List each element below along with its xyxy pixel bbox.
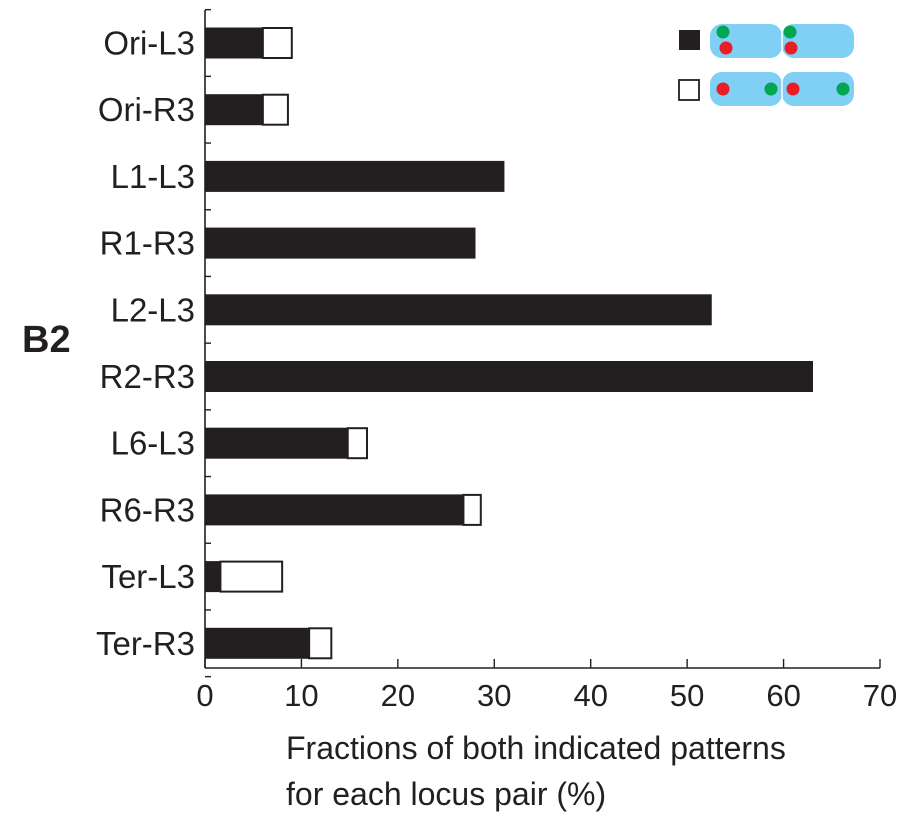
- category-label: R6-R3: [100, 491, 195, 528]
- green-dot-icon: [716, 25, 730, 39]
- cell-icon: [782, 24, 854, 58]
- bar-open-segment: [308, 627, 333, 660]
- category-label: L1-L3: [111, 158, 195, 195]
- red-dot-icon: [716, 82, 730, 96]
- bar-filled-segment: [204, 361, 813, 392]
- bar-open-segment: [219, 560, 284, 593]
- bar-filled-segment: [204, 227, 476, 259]
- x-tick-label: 20: [381, 678, 415, 713]
- legend-swatch-open: [678, 79, 700, 101]
- bar-filled-segment: [204, 561, 221, 593]
- green-dot-icon: [764, 82, 778, 96]
- bar-open-segment: [261, 93, 289, 126]
- green-dot-icon: [836, 82, 850, 96]
- bar-filled-segment: [204, 27, 264, 59]
- category-label: Ori-L3: [103, 25, 195, 62]
- category-labels: Ori-L3 Ori-R3 L1-L3 R1-R3 L2-L3 R2-R3 L6-L3 R6-…: [96, 25, 195, 662]
- bar-open-segment: [261, 27, 293, 59]
- category-label: L2-L3: [111, 291, 195, 328]
- panel-label: B2: [22, 319, 71, 361]
- legend-swatch-filled: [679, 30, 700, 50]
- green-dot-icon: [783, 25, 797, 39]
- bar-filled-segment: [204, 94, 264, 126]
- x-axis-title-line-2: for each locus pair (%): [286, 776, 606, 812]
- legend: [678, 24, 854, 106]
- category-label: R2-R3: [100, 358, 195, 395]
- category-label: L6-L3: [111, 425, 195, 462]
- red-dot-icon: [719, 41, 733, 55]
- x-tick-label: 70: [863, 678, 897, 713]
- x-axis-ticks: 0 10 20 30 40 50 60 70: [196, 659, 897, 713]
- x-tick-label: 30: [477, 678, 511, 713]
- legend-cell-separated-pattern: [710, 72, 854, 106]
- bar-filled-segment: [204, 427, 349, 459]
- x-tick-label: 10: [284, 678, 318, 713]
- red-dot-icon: [786, 82, 800, 96]
- bar-open-segment: [462, 493, 482, 526]
- category-label: Ter-L3: [101, 558, 195, 595]
- bar-filled-segment: [204, 160, 505, 192]
- y-axis-ticks: [205, 8, 211, 678]
- bar-filled-segment: [204, 294, 712, 326]
- category-label: Ori-R3: [98, 91, 195, 128]
- x-tick-label: 0: [196, 678, 213, 713]
- category-label: Ter-R3: [96, 625, 195, 662]
- cell-icon: [710, 72, 782, 106]
- bar-filled-segment: [204, 494, 464, 526]
- category-label: R1-R3: [100, 225, 195, 262]
- bar-filled-segment: [204, 627, 310, 659]
- x-tick-label: 60: [766, 678, 800, 713]
- x-tick-label: 40: [573, 678, 607, 713]
- cell-icon: [782, 72, 854, 106]
- red-dot-icon: [784, 41, 798, 55]
- bars: [204, 27, 813, 660]
- bar-open-segment: [346, 427, 369, 460]
- x-axis-title-line-1: Fractions of both indicated patterns: [286, 730, 786, 766]
- x-tick-label: 50: [670, 678, 704, 713]
- legend-cell-adjacent-pattern: [710, 24, 854, 58]
